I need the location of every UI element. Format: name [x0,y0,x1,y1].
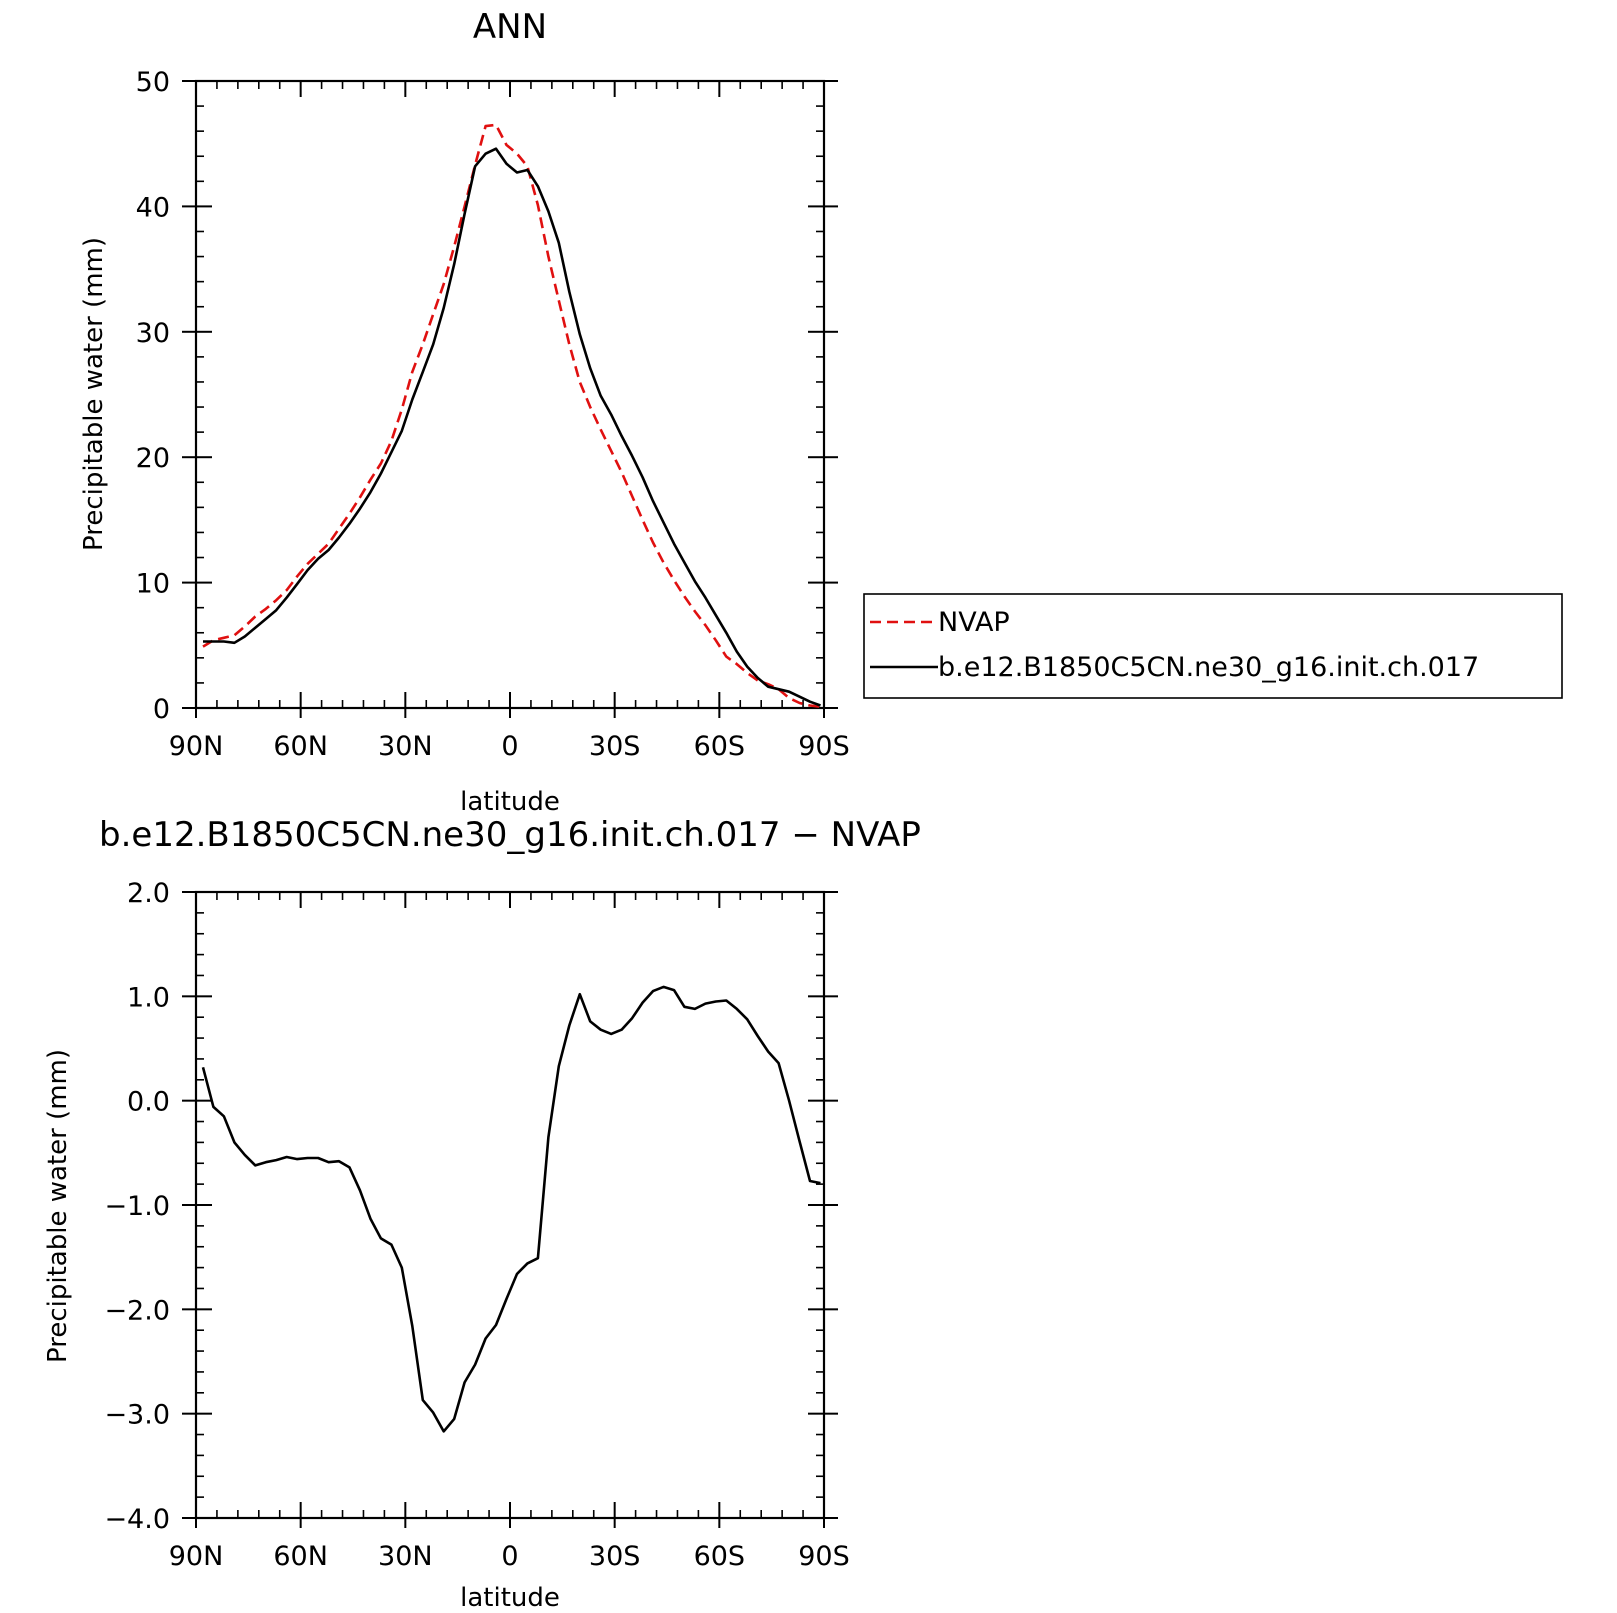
bottom-x-tick-label: 90N [169,1541,224,1572]
top-y-tick-label: 0 [153,694,170,725]
bottom-y-tick-label: −1.0 [104,1191,170,1222]
top-chart-title: ANN [473,7,547,47]
bottom-x-axis-label: latitude [460,1583,560,1613]
top-y-tick-label: 50 [136,67,170,98]
top-y-tick-label: 40 [136,192,170,223]
legend-label-nvap: NVAP [938,607,1010,638]
bottom-x-tick-label: 30N [378,1541,433,1572]
top-series-line-model [203,147,821,707]
bottom-plot-area: 90N 60N 30N 0 30S 60S 90S −4.0 −3.0 −2.0 −1.0 0.0 1.… [104,878,849,1572]
bottom-x-tick-label: 0 [501,1541,518,1572]
bottom-y-tick-label: 2.0 [127,878,170,909]
top-x-tick-label: 60S [694,731,746,762]
top-y-tick-label: 30 [136,318,170,349]
bottom-y-tick-label: 1.0 [127,982,170,1013]
top-x-tick-label: 0 [501,731,518,762]
bottom-chart-title: b.e12.B1850C5CN.ne30_g16.init.ch.017 − N… [99,815,921,855]
legend: NVAP b.e12.B1850C5CN.ne30_g16.init.ch.01… [863,593,1563,699]
top-y-axis-label: Precipitable water (mm) [79,237,109,551]
top-x-tick-label: 90S [798,731,850,762]
legend-label-model: b.e12.B1850C5CN.ne30_g16.init.ch.017 [938,652,1479,683]
bottom-x-tick-label: 60S [694,1541,746,1572]
bottom-x-tick-label: 90S [798,1541,850,1572]
bottom-series-line-difference [201,985,821,1433]
top-x-tick-label: 90N [169,731,224,762]
top-x-tick-label: 60N [273,731,328,762]
bottom-x-tick-label: 60N [273,1541,328,1572]
top-y-tick-label: 20 [136,443,170,474]
top-series-line-nvap [202,123,821,708]
top-y-tick-label: 10 [136,569,170,600]
legend-box [863,593,1563,699]
bottom-y-tick-label: −4.0 [104,1504,170,1535]
top-plot-area: 90N 60N 30N 0 30S 60S 90S 0 10 20 30 40 50 [136,67,850,762]
bottom-y-axis-label: Precipitable water (mm) [43,1049,73,1363]
bottom-y-tick-label: −2.0 [104,1295,170,1326]
top-panel: ANN 90N 60N 30N 0 30S 60S 90S 0 10 20 30 40 50 latit… [79,7,1563,817]
top-x-axis-label: latitude [460,787,560,817]
bottom-y-tick-label: −3.0 [104,1400,170,1431]
bottom-panel: b.e12.B1850C5CN.ne30_g16.init.ch.017 − N… [43,815,921,1613]
top-x-tick-label: 30S [589,731,641,762]
bottom-x-tick-label: 30S [589,1541,641,1572]
bottom-y-tick-label: 0.0 [127,1087,170,1118]
top-x-tick-label: 30N [378,731,433,762]
